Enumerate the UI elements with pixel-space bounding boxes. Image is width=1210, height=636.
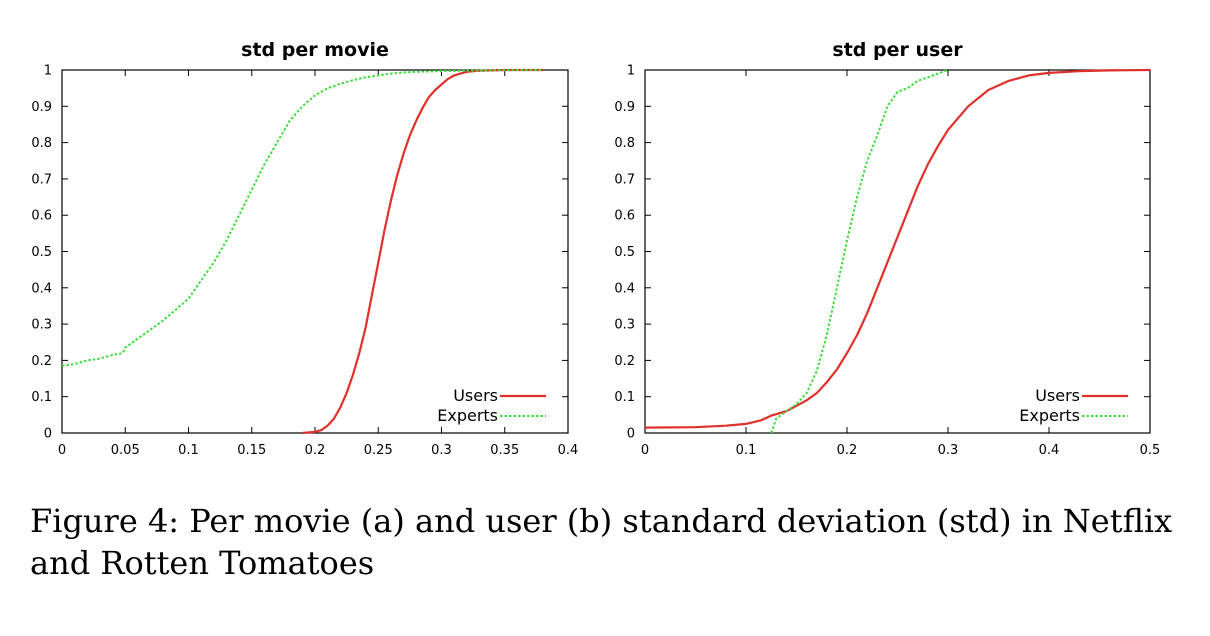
- x-tick-label: 0.2: [305, 443, 326, 458]
- y-tick-label: 0.5: [31, 245, 52, 260]
- series-line-experts: [61, 69, 543, 367]
- y-tick-label: 0: [44, 427, 52, 442]
- legend-label-users: Users: [453, 386, 498, 405]
- series-line-users: [644, 68, 1151, 429]
- y-tick-label: 0.3: [31, 318, 52, 333]
- y-tick-label: 0.9: [31, 100, 52, 115]
- y-tick-label: 0.2: [31, 354, 52, 369]
- y-tick-label: 0.9: [614, 100, 635, 115]
- legend-label-users: Users: [1035, 386, 1080, 405]
- y-tick-label: 0.8: [614, 136, 635, 151]
- y-tick-label: 0.4: [31, 281, 52, 296]
- y-tick-label: 1: [627, 64, 635, 79]
- y-tick-label: 0.1: [31, 390, 52, 405]
- y-tick-label: 0.2: [614, 354, 635, 369]
- plot-frame: [644, 69, 1151, 434]
- x-tick-label: 0.3: [431, 443, 452, 458]
- x-tick-label: 0.05: [111, 443, 140, 458]
- figure: std per movie 0 0.1 0.2 0.3 0.4 0.5 0.6 0.7 0.8 0.…: [31, 39, 1160, 458]
- y-tick-label: 0.6: [31, 209, 52, 224]
- y-tick-label: 0.5: [614, 245, 635, 260]
- y-tick-label: 0.1: [614, 390, 635, 405]
- x-tick-label: 0.15: [237, 443, 266, 458]
- y-tick-label: 1: [44, 64, 52, 79]
- y-tick-label: 0.3: [614, 318, 635, 333]
- chart-std-per-user: std per user 0 0.1 0.2 0.3 0.4 0.5 0.6 0.7 0.8 0.9…: [614, 39, 1160, 458]
- x-tick-label: 0.1: [736, 443, 757, 458]
- plot-frame: [61, 69, 569, 434]
- legend-label-experts: Experts: [1019, 406, 1080, 425]
- x-tick-label: 0.1: [178, 443, 199, 458]
- y-tick-label: 0.8: [31, 136, 52, 151]
- chart-title: std per movie: [241, 39, 389, 61]
- chart-std-per-movie: std per movie 0 0.1 0.2 0.3 0.4 0.5 0.6 0.7 0.8 0.…: [31, 39, 578, 458]
- x-tick-label: 0.4: [1039, 443, 1060, 458]
- x-tick-label: 0.2: [837, 443, 858, 458]
- x-tick-label: 0.4: [558, 443, 579, 458]
- x-tick-label: 0.35: [490, 443, 519, 458]
- x-tick-label: 0: [58, 443, 66, 458]
- series-line-experts: [770, 69, 949, 434]
- series-line-users: [302, 68, 543, 435]
- x-tick-label: 0: [641, 443, 649, 458]
- x-tick-label: 0.25: [364, 443, 393, 458]
- x-tick-label: 0.5: [1140, 443, 1161, 458]
- y-tick-label: 0.7: [614, 172, 635, 187]
- x-tick-label: 0.3: [938, 443, 959, 458]
- legend-label-experts: Experts: [437, 406, 498, 425]
- figure-caption: Figure 4: Per movie (a) and user (b) sta…: [30, 502, 1173, 582]
- chart-title: std per user: [832, 39, 963, 61]
- y-tick-label: 0.7: [31, 172, 52, 187]
- y-tick-label: 0: [627, 427, 635, 442]
- y-tick-label: 0.6: [614, 209, 635, 224]
- y-tick-label: 0.4: [614, 281, 635, 296]
